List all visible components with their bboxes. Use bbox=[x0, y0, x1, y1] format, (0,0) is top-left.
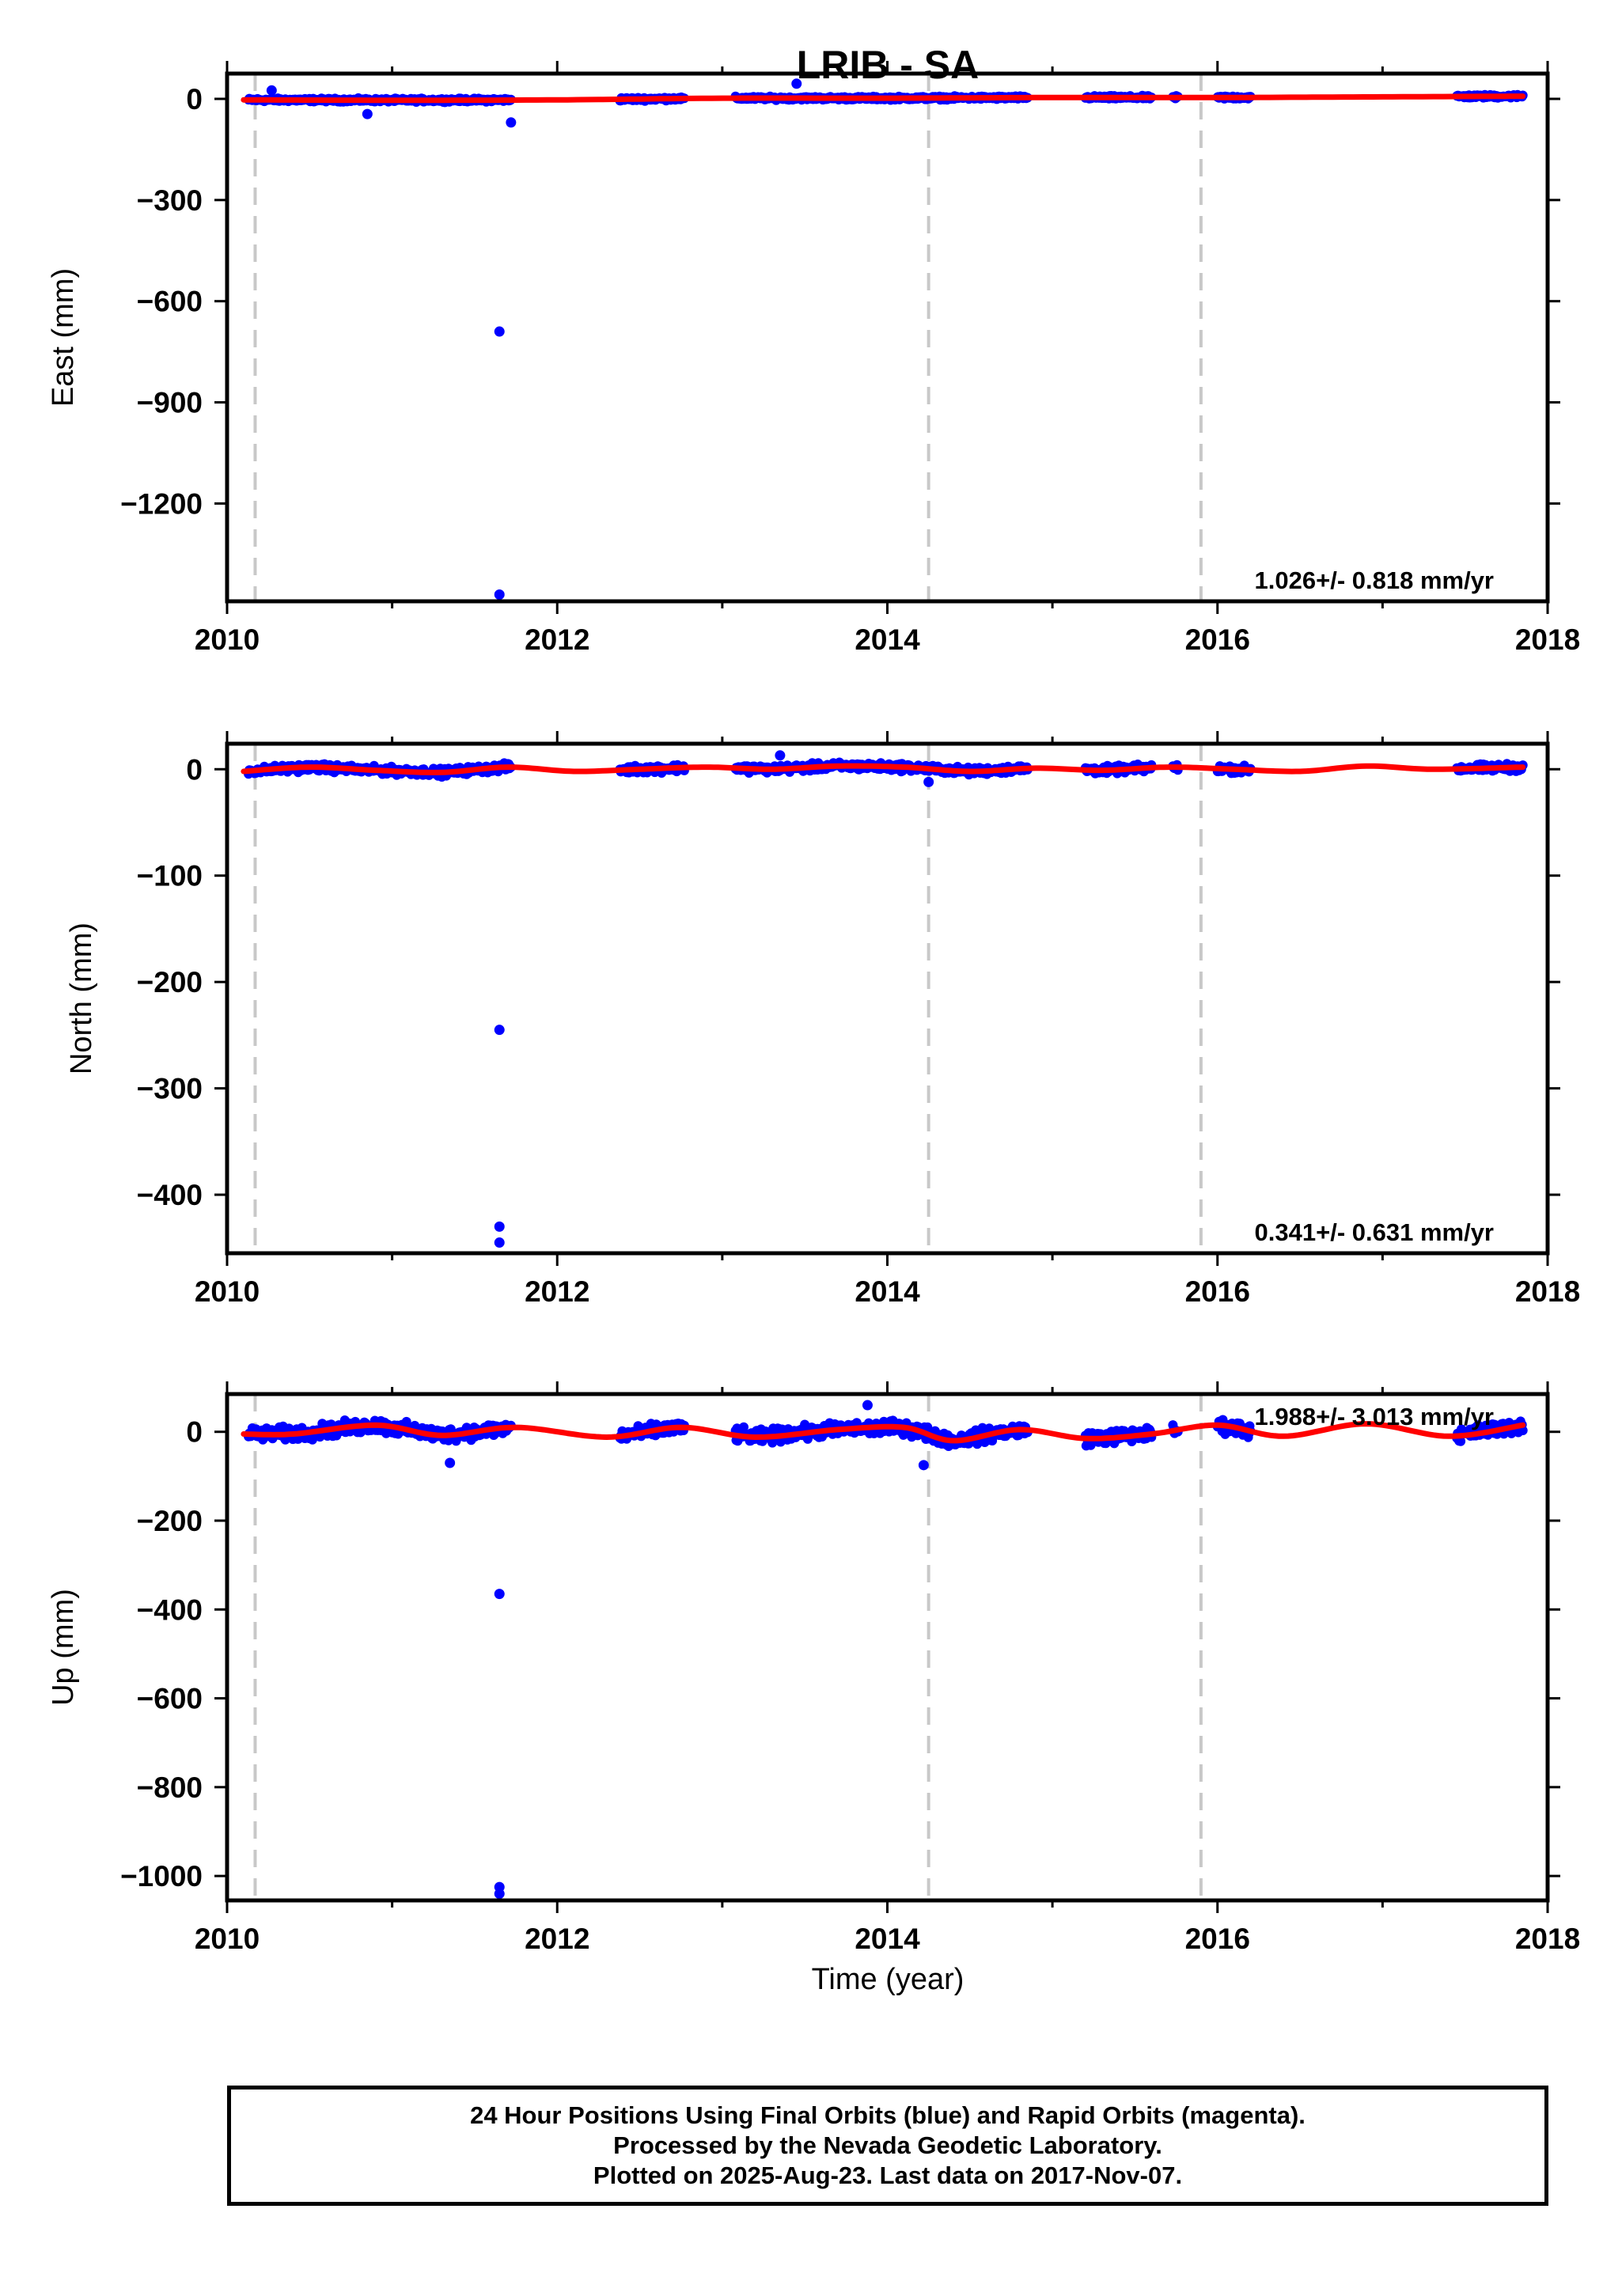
x-tick-label: 2016 bbox=[1185, 623, 1250, 656]
outlier-point bbox=[791, 78, 802, 89]
outlier-point bbox=[494, 1589, 505, 1600]
velocity-rate-label: 1.026+/- 0.818 mm/yr bbox=[1255, 566, 1494, 594]
x-tick-label: 2014 bbox=[855, 1275, 920, 1308]
x-tick-label: 2012 bbox=[525, 623, 589, 656]
y-tick-label: −800 bbox=[137, 1771, 203, 1804]
y-axis-label: North (mm) bbox=[65, 923, 98, 1074]
y-tick-label: −1200 bbox=[120, 487, 203, 520]
north-panel: 2010 2012 2014 2016 2018 0 −100 −200 −300 −400 Nor… bbox=[65, 731, 1580, 1308]
y-tick-label: −200 bbox=[137, 1505, 203, 1537]
data-point bbox=[1456, 1436, 1466, 1446]
outlier-point bbox=[494, 1889, 505, 1900]
y-tick-label: −400 bbox=[137, 1593, 203, 1626]
velocity-rate-label: 1.988+/- 3.013 mm/yr bbox=[1255, 1403, 1494, 1430]
x-tick-label: 2014 bbox=[855, 1923, 920, 1955]
y-tick-label: 0 bbox=[186, 83, 203, 116]
fit-curve bbox=[241, 763, 1526, 775]
y-axis-label: East (mm) bbox=[47, 268, 80, 407]
up-panel: 2010 2012 2014 2016 2018 0 −200 −400 −600 −800 −10… bbox=[47, 1381, 1580, 1955]
outlier-point bbox=[918, 1460, 929, 1471]
outlier-point bbox=[494, 1025, 505, 1036]
outlier-point bbox=[506, 117, 517, 128]
outlier-point bbox=[775, 750, 786, 761]
x-tick-label: 2018 bbox=[1515, 1923, 1580, 1955]
outlier-point bbox=[445, 1457, 456, 1468]
fit-curve bbox=[241, 93, 1526, 104]
outlier-point bbox=[494, 589, 505, 600]
y-tick-label: 0 bbox=[186, 1416, 203, 1449]
outlier-point bbox=[494, 1221, 505, 1232]
outlier-point bbox=[266, 85, 277, 96]
y-tick-label: 0 bbox=[186, 753, 203, 786]
y-axis-label: Up (mm) bbox=[47, 1589, 80, 1706]
footer-line-plotted: Plotted on 2025-Aug-23. Last data on 201… bbox=[593, 2161, 1183, 2189]
x-tick-label: 2012 bbox=[525, 1923, 589, 1955]
x-tick-label: 2016 bbox=[1185, 1923, 1250, 1955]
outlier-point bbox=[494, 1237, 505, 1248]
y-tick-label: −600 bbox=[137, 1683, 203, 1715]
outlier-point bbox=[494, 326, 505, 337]
east-panel: 2010 2012 2014 2016 2018 0 −300 −600 −900 −1200 Ea… bbox=[47, 61, 1580, 656]
x-axis-label: Time (year) bbox=[812, 1963, 964, 1996]
y-tick-label: −300 bbox=[137, 1073, 203, 1105]
footer-box: 24 Hour Positions Using Final Orbits (bl… bbox=[227, 2086, 1548, 2206]
fit-curve bbox=[241, 1421, 1526, 1444]
x-tick-label: 2014 bbox=[855, 623, 920, 656]
outlier-point bbox=[923, 776, 934, 787]
y-tick-label: −200 bbox=[137, 966, 203, 998]
y-tick-label: −600 bbox=[137, 286, 203, 318]
x-tick-label: 2010 bbox=[195, 1275, 260, 1308]
y-tick-label: −100 bbox=[137, 860, 203, 892]
y-tick-label: −400 bbox=[137, 1179, 203, 1211]
x-tick-label: 2010 bbox=[195, 623, 260, 656]
velocity-rate-label: 0.341+/- 0.631 mm/yr bbox=[1255, 1218, 1494, 1246]
x-tick-label: 2016 bbox=[1185, 1275, 1250, 1308]
y-tick-label: −1000 bbox=[120, 1860, 203, 1892]
footer-line-orbits: 24 Hour Positions Using Final Orbits (bl… bbox=[470, 2101, 1306, 2129]
y-tick-label: −900 bbox=[137, 387, 203, 419]
footer-line-processed: Processed by the Nevada Geodetic Laborat… bbox=[613, 2131, 1162, 2159]
x-tick-label: 2018 bbox=[1515, 1275, 1580, 1308]
x-tick-label: 2018 bbox=[1515, 623, 1580, 656]
x-tick-label: 2010 bbox=[195, 1923, 260, 1955]
y-tick-label: −300 bbox=[137, 184, 203, 217]
outlier-point bbox=[362, 108, 373, 119]
x-tick-label: 2012 bbox=[525, 1275, 589, 1308]
outlier-point bbox=[862, 1400, 873, 1411]
